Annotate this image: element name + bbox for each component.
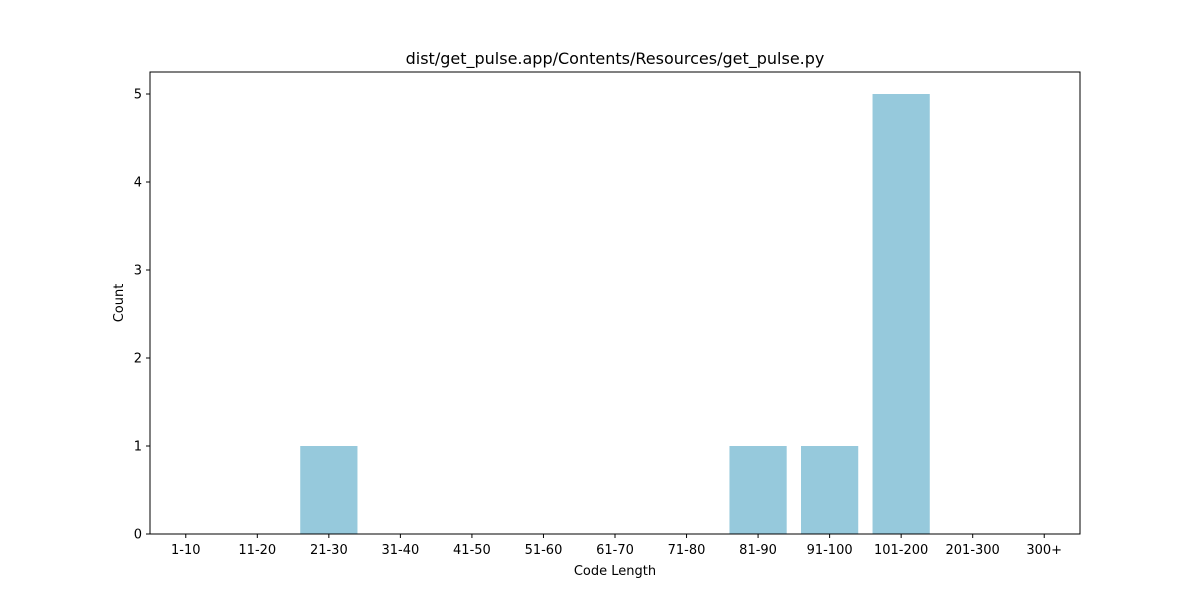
bars-layer [300,94,930,534]
x-tick-label: 61-70 [596,543,634,558]
plot-frame [149,71,1081,535]
x-tick-label: 41-50 [453,543,491,558]
y-tick-label: 1 [134,440,142,455]
y-tick-label: 2 [134,352,142,367]
bar-81-90 [729,446,787,534]
y-tick-label: 4 [134,176,142,191]
x-tick-label: 51-60 [525,543,563,558]
x-tick-label: 71-80 [668,543,706,558]
x-tick-label: 91-100 [807,543,853,558]
x-tick-label: 31-40 [381,543,419,558]
y-tick-label: 0 [134,528,142,543]
x-tick-label: 1-10 [171,543,201,558]
bar-21-30 [300,446,358,534]
chart-title: dist/get_pulse.app/Contents/Resources/ge… [406,49,825,69]
y-axis-label: Count [112,284,127,323]
x-tick-label: 201-300 [946,543,1000,558]
y-tick-label: 5 [134,88,142,103]
x-axis-label: Code Length [574,564,656,579]
x-tick-label: 101-200 [874,543,928,558]
bar-101-200 [872,94,930,534]
x-tick-label: 21-30 [310,543,348,558]
x-axis-ticks: 1-10 11-20 21-30 31-40 41-50 51-60 61-70 71-80 8… [171,534,1062,558]
bar-91-100 [801,446,859,534]
x-tick-label: 300+ [1026,543,1062,558]
y-axis-ticks: 0 1 2 3 4 5 [134,88,150,543]
x-tick-label: 11-20 [238,543,276,558]
y-tick-label: 3 [134,264,142,279]
x-tick-label: 81-90 [739,543,777,558]
